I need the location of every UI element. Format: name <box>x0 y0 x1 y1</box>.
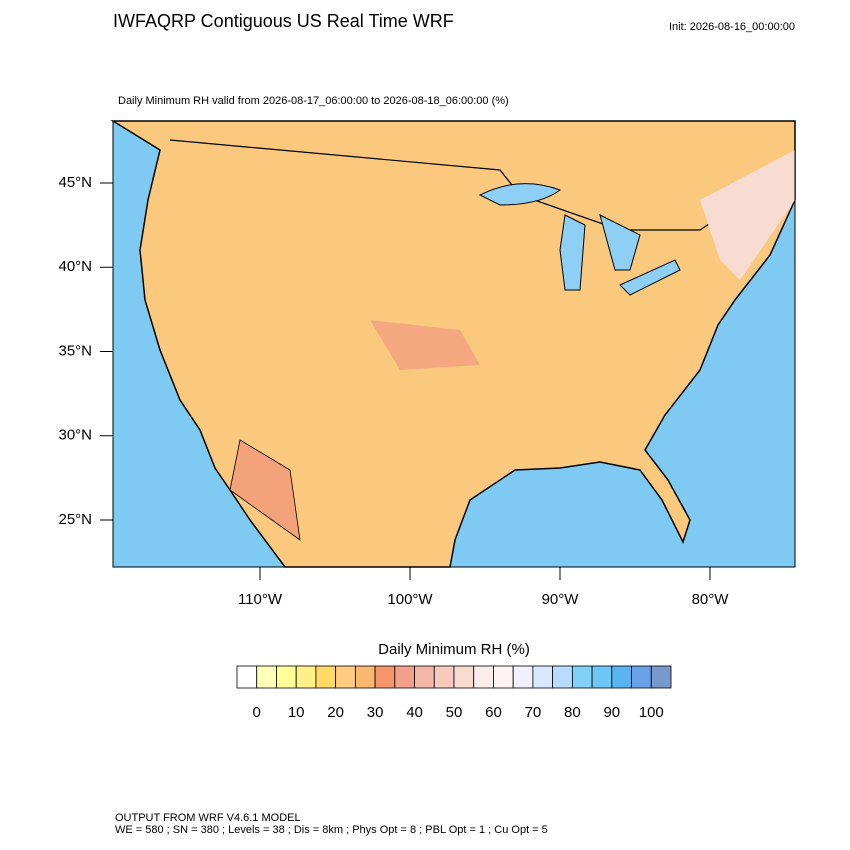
colorbar-box <box>414 665 435 689</box>
colorbar-box <box>591 665 613 689</box>
footer-line: OUTPUT FROM WRF V4.6.1 MODEL <box>115 812 301 824</box>
lake <box>478 183 562 206</box>
region <box>229 439 301 541</box>
colorbar-label: 80 <box>564 704 581 721</box>
lon-label: 100°W <box>387 591 433 608</box>
colorbar-box <box>631 665 652 689</box>
colorbar-box <box>295 665 317 689</box>
colorbar-label: 100 <box>639 704 664 721</box>
region <box>370 320 480 370</box>
colorbar-box <box>512 665 534 689</box>
colorbar-label: 10 <box>288 704 305 721</box>
colorbar-box <box>394 665 415 689</box>
region <box>700 150 795 280</box>
colorbar-box <box>571 665 593 689</box>
map <box>110 120 796 568</box>
lon-label: 90°W <box>542 591 580 608</box>
colorbar-box <box>552 665 573 689</box>
colorbar-title: Daily Minimum RH (%) <box>378 641 530 658</box>
lat-label: 35°N <box>58 342 92 359</box>
colorbar-box <box>335 665 356 689</box>
colorbar-box <box>493 665 514 689</box>
lake <box>599 214 641 271</box>
colorbar-box <box>650 665 672 689</box>
subtitle: Daily Minimum RH valid from 2026-08-17_0… <box>118 95 509 107</box>
colorbar-box <box>473 665 494 689</box>
lat-label: 25°N <box>58 511 92 528</box>
colorbar-box <box>611 665 632 689</box>
colorbar-label: 60 <box>485 704 502 721</box>
lat-label: 45°N <box>58 174 92 191</box>
lake <box>619 259 681 296</box>
lake <box>559 214 586 291</box>
colorbar-box <box>453 665 475 689</box>
colorbar-label: 40 <box>406 704 423 721</box>
lon-label: 80°W <box>692 591 730 608</box>
colorbar-label: 30 <box>367 704 384 721</box>
lat-label: 30°N <box>58 427 92 444</box>
colorbar-box <box>354 665 376 689</box>
lon-label: 110°W <box>238 591 283 608</box>
colorbar-box <box>374 665 396 689</box>
colorbar-box <box>276 665 297 689</box>
colorbar-label: 70 <box>525 704 542 721</box>
colorbar-box <box>433 665 455 689</box>
colorbar-label: 90 <box>603 704 620 721</box>
init-time: Init: 2026-08-16_00:00:00 <box>669 21 795 33</box>
colorbar-box <box>256 665 277 689</box>
colorbar-label: 20 <box>327 704 344 721</box>
footer-line: WE = 580 ; SN = 380 ; Levels = 38 ; Dis … <box>115 824 548 836</box>
title: IWFAQRP Contiguous US Real Time WRF <box>113 11 454 31</box>
colorbar-label: 0 <box>253 704 261 721</box>
lat-label: 40°N <box>58 258 92 275</box>
colorbar-box <box>532 665 554 689</box>
colorbar-box <box>236 665 258 689</box>
map-frame <box>112 120 796 568</box>
colorbar-label: 50 <box>446 704 463 721</box>
colorbar-box <box>315 665 337 689</box>
